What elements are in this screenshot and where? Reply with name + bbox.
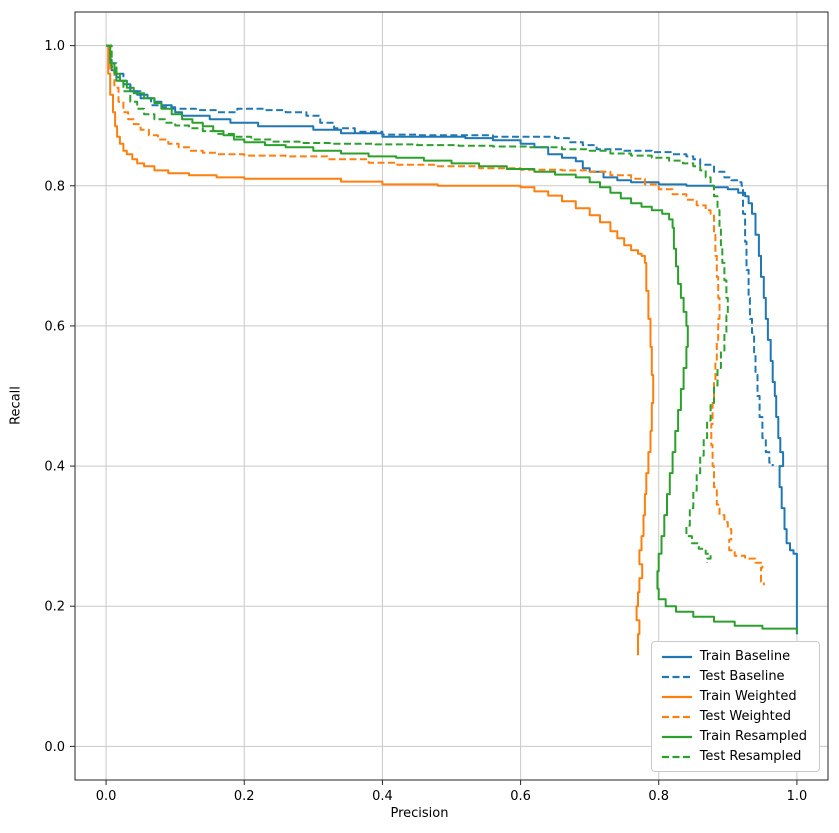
legend-label: Train Resampled (699, 729, 807, 744)
y-tick-label: 0.2 (44, 600, 65, 615)
legend-line-sample (661, 755, 692, 758)
legend-line-sample (661, 655, 692, 658)
legend-label: Test Resampled (699, 749, 802, 764)
x-tick-label: 0.4 (372, 789, 393, 804)
legend-label: Train Baseline (699, 649, 791, 664)
legend-item-test-weighted: Test Weighted (661, 709, 807, 724)
legend-label: Train Weighted (699, 689, 797, 704)
legend-item-test-baseline: Test Baseline (661, 669, 807, 684)
series-line-train-resampled (106, 44, 798, 633)
x-tick-label: 1.0 (787, 789, 808, 804)
legend-line-sample (661, 695, 692, 698)
x-tick-label: 0.2 (234, 789, 255, 804)
legend: Train Baseline Test Baseline Train Weighte… (650, 641, 820, 772)
legend-line-sample (661, 715, 692, 718)
x-axis-label: Precision (390, 806, 449, 821)
legend-label: Test Weighted (699, 709, 791, 724)
y-tick-label: 0.0 (44, 740, 65, 755)
x-tick-label: 0.6 (510, 789, 531, 804)
y-tick-label: 1.0 (44, 39, 65, 54)
series-line-test-baseline (106, 44, 774, 467)
legend-item-train-baseline: Train Baseline (661, 649, 807, 664)
y-axis-label: Recall (8, 386, 24, 425)
legend-item-train-resampled: Train Resampled (661, 729, 807, 744)
legend-line-sample (661, 735, 692, 738)
legend-line-sample (661, 675, 692, 678)
series-line-train-weighted (106, 44, 655, 656)
legend-item-train-weighted: Train Weighted (661, 689, 807, 704)
legend-label: Test Baseline (699, 669, 785, 684)
series-line-train-baseline (106, 44, 798, 635)
y-tick-label: 0.6 (44, 319, 65, 334)
y-tick-label: 0.8 (44, 179, 65, 194)
x-tick-label: 0.8 (648, 789, 669, 804)
legend-item-test-resampled: Test Resampled (661, 749, 807, 764)
y-tick-label: 0.4 (44, 460, 65, 475)
axes-spines (74, 11, 829, 781)
series-line-test-resampled (106, 44, 729, 563)
series-line-test-weighted (106, 44, 765, 586)
x-tick-label: 0.0 (96, 789, 117, 804)
